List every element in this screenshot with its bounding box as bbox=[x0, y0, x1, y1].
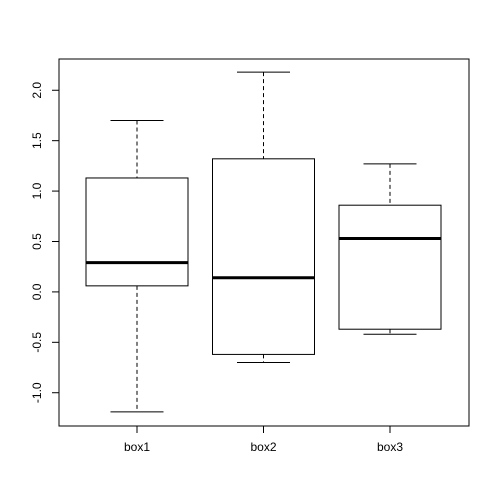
y-tick-label: 1.5 bbox=[30, 132, 44, 149]
y-tick-label: -1.0 bbox=[30, 382, 44, 403]
y-tick-label: -0.5 bbox=[30, 332, 44, 353]
x-tick-label: box1 bbox=[124, 440, 150, 454]
box bbox=[212, 158, 315, 355]
y-tick-label: 2.0 bbox=[30, 82, 44, 99]
box bbox=[338, 204, 442, 330]
box bbox=[85, 177, 189, 287]
y-tick-label: 1.0 bbox=[30, 182, 44, 199]
x-tick-label: box2 bbox=[250, 440, 276, 454]
y-tick-label: 0.5 bbox=[30, 233, 44, 250]
x-tick-label: box3 bbox=[377, 440, 403, 454]
y-tick-label: 0.0 bbox=[30, 283, 44, 300]
